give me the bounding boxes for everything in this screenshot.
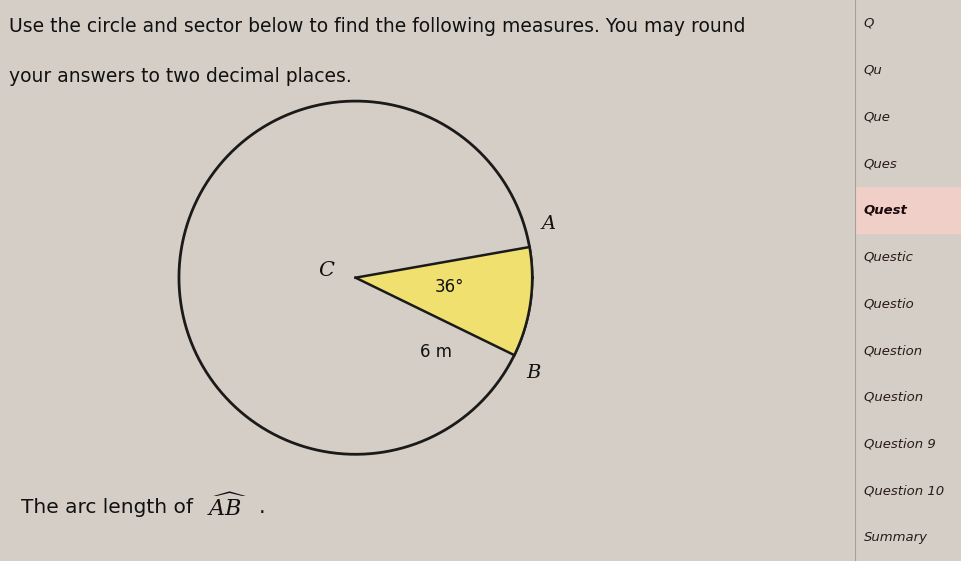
Text: Summary: Summary (864, 531, 927, 544)
Text: 6 m: 6 m (420, 343, 452, 361)
Text: A: A (542, 215, 556, 233)
Text: $\widehat{AB}$: $\widehat{AB}$ (207, 494, 247, 521)
Text: Q: Q (864, 17, 875, 30)
Text: your answers to two decimal places.: your answers to two decimal places. (9, 67, 352, 86)
Text: Question: Question (864, 344, 923, 357)
Text: Qu: Qu (864, 63, 882, 77)
Text: C: C (318, 261, 334, 280)
Text: Questic: Questic (864, 251, 914, 264)
Text: The arc length of: The arc length of (21, 498, 200, 517)
Polygon shape (356, 247, 532, 355)
Text: Use the circle and sector below to find the following measures. You may round: Use the circle and sector below to find … (9, 17, 745, 36)
Text: Ques: Ques (864, 157, 898, 170)
Text: B: B (527, 364, 541, 382)
Text: Question 9: Question 9 (864, 438, 935, 450)
Text: Quest: Quest (864, 204, 907, 217)
Text: Question 10: Question 10 (864, 484, 944, 498)
Text: Que: Que (864, 111, 891, 123)
FancyBboxPatch shape (855, 187, 961, 234)
Text: 36°: 36° (434, 278, 464, 296)
Text: Questio: Questio (864, 297, 915, 310)
Text: .: . (259, 497, 265, 517)
Text: Question: Question (864, 391, 927, 404)
